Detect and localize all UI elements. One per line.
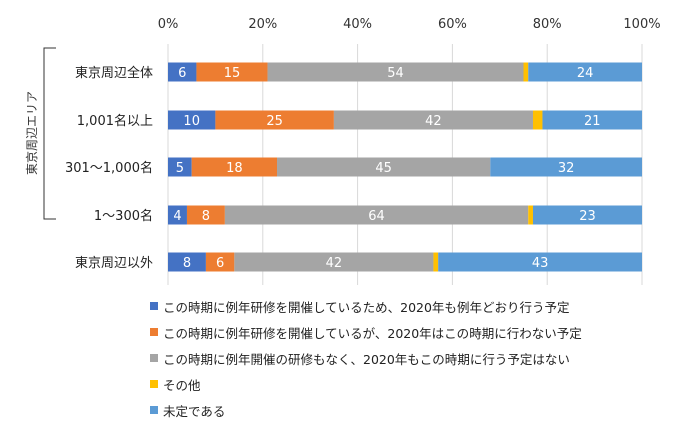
legend-label: 未定である [163, 403, 226, 419]
data-label: 43 [532, 256, 549, 271]
bar-segment [267, 62, 524, 82]
bar-segment [191, 157, 278, 177]
data-label: 25 [266, 114, 283, 129]
legend-label: この時期に例年開催の研修もなく、2020年もこの時期に行う予定はない [163, 351, 570, 367]
bar-segment [528, 62, 642, 82]
data-label: 32 [558, 161, 575, 176]
bar-segment [205, 252, 235, 272]
bar-segment [168, 110, 216, 130]
x-tick-label: 0% [158, 17, 179, 32]
legend-swatch [150, 328, 158, 336]
x-tick-label: 60% [438, 17, 467, 32]
stacked-bar-chart: 0% 20% 40% 60% 80% 100% 6 15 54 24 10 25 42 21 5 18 45 3… [25, 17, 661, 285]
bar-segment [168, 205, 187, 225]
data-label: 6 [216, 256, 224, 271]
legend-item: この時期に例年開催の研修もなく、2020年もこの時期に行う予定はない [150, 345, 582, 371]
bar-segment [168, 157, 192, 177]
group-bracket: 東京周辺エリア [25, 47, 56, 220]
data-label: 18 [226, 161, 243, 176]
data-label: 8 [202, 209, 210, 224]
data-label: 10 [183, 114, 200, 129]
bar-segment [215, 110, 334, 130]
bar-segment [186, 205, 225, 225]
bar-segment [528, 205, 533, 225]
legend-item: この時期に例年研修を開催しているため、2020年も例年どおり行う予定 [150, 293, 582, 319]
category-label: 1,001名以上 [77, 113, 153, 129]
legend-label: この時期に例年研修を開催しているため、2020年も例年どおり行う予定 [163, 299, 570, 315]
x-axis-ticks: 0% 20% 40% 60% 80% 100% [158, 17, 661, 32]
bar-segment [433, 252, 439, 272]
data-label: 45 [375, 161, 392, 176]
group-label: 東京周辺エリア [25, 91, 39, 175]
bar-segment [234, 252, 434, 272]
group-bracket-line [43, 47, 56, 220]
bars [168, 62, 642, 272]
legend-item: 未定である [150, 397, 582, 423]
data-label: 6 [178, 66, 186, 81]
bar-segment [196, 62, 268, 82]
category-label: 301～1,000名 [65, 160, 153, 176]
bar-segment [542, 110, 642, 130]
data-label: 64 [368, 209, 385, 224]
category-label: 東京周辺以外 [75, 255, 153, 271]
x-tick-label: 80% [533, 17, 562, 32]
bar-segment [490, 157, 642, 177]
data-label: 54 [387, 66, 404, 81]
data-label: 15 [224, 66, 241, 81]
bar-segment [523, 62, 529, 82]
legend-swatch [150, 380, 158, 388]
x-tick-label: 20% [248, 17, 277, 32]
legend-swatch [150, 354, 158, 362]
bar-segment [532, 110, 543, 130]
legend-swatch [150, 302, 158, 310]
bar-segment [224, 205, 529, 225]
bar-segment [277, 157, 491, 177]
bar-segment [532, 205, 642, 225]
data-label: 42 [425, 114, 442, 129]
legend-item: その他 [150, 371, 582, 397]
category-label: 東京周辺全体 [75, 65, 153, 81]
data-label: 21 [584, 114, 601, 129]
data-label: 23 [579, 209, 596, 224]
bar-segment [168, 62, 197, 82]
x-tick-label: 100% [623, 17, 660, 32]
data-label: 8 [183, 256, 191, 271]
bar-segment [333, 110, 533, 130]
legend-item: この時期に例年研修を開催しているが、2020年はこの時期に行わない予定 [150, 319, 582, 345]
legend-label: この時期に例年研修を開催しているが、2020年はこの時期に行わない予定 [163, 325, 582, 341]
data-label: 5 [176, 161, 184, 176]
category-label: 1～300名 [94, 208, 153, 224]
data-label: 42 [326, 256, 343, 271]
bar-segment [168, 252, 206, 272]
bar-segment [438, 252, 642, 272]
legend-swatch [150, 406, 158, 414]
data-label: 24 [577, 66, 594, 81]
legend: この時期に例年研修を開催しているため、2020年も例年どおり行う予定 この時期に例… [150, 293, 582, 423]
legend-label: その他 [163, 377, 201, 393]
x-tick-label: 40% [343, 17, 372, 32]
data-label: 4 [173, 209, 181, 224]
